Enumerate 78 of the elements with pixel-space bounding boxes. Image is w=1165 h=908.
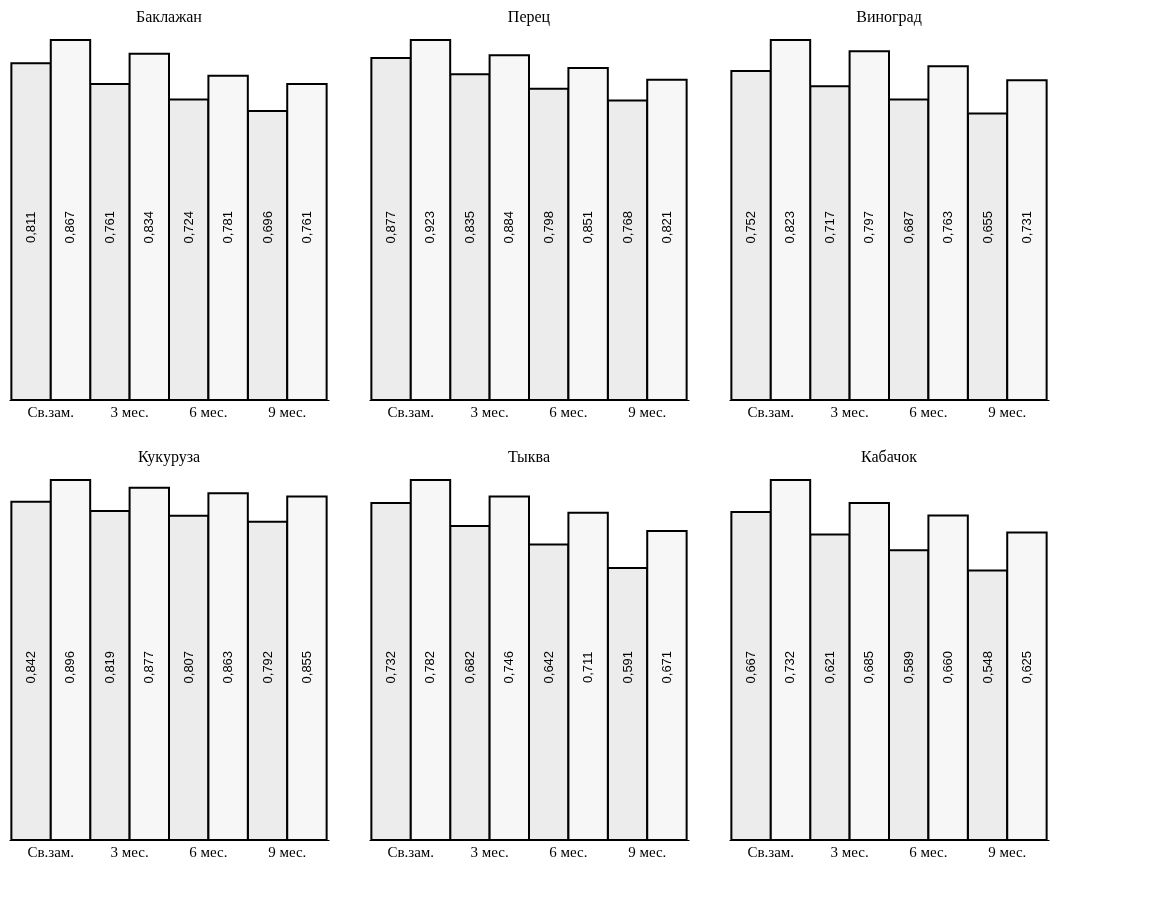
x-tick-label: Св.зам. [387, 403, 435, 420]
data-label: 0,792 [259, 650, 275, 684]
x-tick-label: 9 мес. [268, 403, 307, 420]
chart-title: Перец [507, 8, 551, 26]
data-label: 0,896 [62, 650, 78, 684]
x-tick-label: 3 мес. [470, 843, 509, 860]
x-tick-label: 6 мес. [549, 403, 588, 420]
x-tick-label: 6 мес. [189, 843, 228, 860]
data-label: 0,807 [180, 650, 196, 684]
data-label: 0,884 [501, 210, 517, 244]
chart-title: Кукуруза [137, 448, 201, 466]
data-label: 0,667 [743, 650, 759, 684]
data-label: 0,732 [782, 650, 798, 684]
data-label: 0,724 [180, 210, 196, 244]
data-label: 0,731 [1018, 210, 1034, 244]
data-label: 0,867 [62, 210, 78, 244]
chart-title: Баклажан [136, 8, 203, 25]
data-label: 0,655 [979, 210, 995, 244]
data-label: 0,797 [861, 210, 877, 244]
data-label: 0,696 [259, 210, 275, 244]
data-label: 0,863 [220, 650, 236, 684]
x-tick-label: 3 мес. [110, 403, 149, 420]
x-tick-label: 3 мес. [830, 843, 869, 860]
data-label: 0,819 [101, 650, 117, 684]
data-label: 0,834 [141, 210, 157, 244]
data-label: 0,687 [900, 210, 916, 244]
data-label: 0,782 [422, 650, 438, 684]
x-tick-label: 3 мес. [830, 403, 869, 420]
data-label: 0,768 [619, 210, 635, 244]
x-tick-label: 9 мес. [268, 843, 307, 860]
data-label: 0,625 [1018, 650, 1034, 684]
data-label: 0,877 [141, 650, 157, 684]
data-label: 0,811 [23, 211, 39, 243]
data-label: 0,589 [900, 650, 916, 684]
data-label: 0,798 [540, 210, 556, 244]
data-label: 0,842 [23, 650, 39, 684]
x-tick-label: 9 мес. [628, 843, 667, 860]
x-tick-label: Св.зам. [27, 843, 75, 860]
x-tick-label: Св.зам. [387, 843, 435, 860]
data-label: 0,682 [461, 650, 477, 684]
data-label: 0,685 [861, 650, 877, 684]
data-label: 0,548 [979, 650, 995, 684]
data-label: 0,835 [461, 210, 477, 244]
data-label: 0,642 [540, 650, 556, 684]
data-label: 0,821 [658, 210, 674, 244]
data-label: 0,671 [658, 650, 674, 684]
x-tick-label: 6 мес. [909, 403, 948, 420]
x-tick-label: Св.зам. [747, 843, 795, 860]
data-label: 0,732 [383, 650, 399, 684]
x-tick-label: 3 мес. [110, 843, 149, 860]
data-label: 0,855 [298, 650, 314, 684]
data-label: 0,717 [821, 210, 837, 244]
x-tick-label: 6 мес. [909, 843, 948, 860]
data-label: 0,761 [101, 210, 117, 244]
x-tick-label: Св.зам. [27, 403, 75, 420]
chart-title: Виноград [856, 8, 922, 26]
chart-title: Тыква [508, 448, 550, 465]
data-label: 0,660 [940, 650, 956, 684]
data-label: 0,823 [782, 210, 798, 244]
x-tick-label: 9 мес. [988, 403, 1027, 420]
x-tick-label: 6 мес. [549, 843, 588, 860]
data-label: 0,877 [383, 210, 399, 244]
data-label: 0,752 [743, 210, 759, 244]
data-label: 0,711 [580, 651, 596, 683]
x-tick-label: 3 мес. [470, 403, 509, 420]
data-label: 0,763 [940, 210, 956, 244]
x-tick-label: Св.зам. [747, 403, 795, 420]
data-label: 0,923 [422, 210, 438, 244]
x-tick-label: 6 мес. [189, 403, 228, 420]
chart-title: Кабачок [861, 448, 918, 465]
data-label: 0,761 [298, 210, 314, 244]
data-label: 0,746 [501, 650, 517, 684]
data-label: 0,851 [580, 210, 596, 244]
data-label: 0,621 [821, 650, 837, 684]
data-label: 0,781 [220, 210, 236, 244]
x-tick-label: 9 мес. [988, 843, 1027, 860]
x-tick-label: 9 мес. [628, 403, 667, 420]
data-label: 0,591 [619, 650, 635, 684]
